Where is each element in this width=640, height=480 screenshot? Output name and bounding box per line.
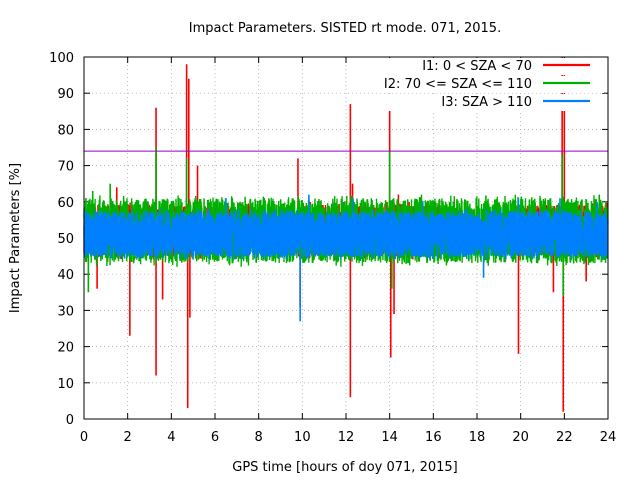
legend-entry-background [378,58,604,75]
axis-ticks: 0 2 4 6 8 10 12 14 16 18 20 22 240102030405060708090… [49,51,616,445]
x-tick-label: 22 [556,430,573,445]
chart-title: Impact Parameters. SISTED rt mode. 071, … [189,21,501,36]
x-tick-label: 2 [124,430,132,445]
series-3-trace [83,209,609,260]
x-tick-label: 0 [80,430,88,445]
y-tick-label: 40 [57,268,74,283]
x-tick-label: 12 [338,430,355,445]
y-tick-label: 70 [57,160,74,175]
x-tick-label: 8 [255,430,263,445]
legend-entry-background [378,76,604,93]
legend: I1: 0 < SZA < 70 I2: 70 <= SZA <= 110 I3: … [378,58,604,111]
x-tick-label: 24 [600,430,617,445]
plot-frame [83,56,609,420]
y-tick-label: 90 [57,87,74,102]
x-axis-label: GPS time [hours of doy 071, 2015] [232,460,457,475]
x-tick-label: 20 [512,430,529,445]
legend-entry-background [378,94,604,111]
y-tick-label: 10 [57,377,74,392]
y-tick-label: 20 [57,341,74,356]
y-tick-label: 50 [57,232,74,247]
legend-label: I1: 0 < SZA < 70 [422,59,532,74]
x-tick-label: 4 [167,430,175,445]
y-tick-label: 80 [57,123,74,138]
series-3 [83,194,609,322]
y-tick-label: 0 [66,413,74,428]
y-axis-label: Impact Parameters [%] [8,163,23,313]
x-tick-label: 14 [381,430,398,445]
y-tick-label: 60 [57,196,74,211]
x-tick-label: 18 [469,430,486,445]
y-tick-label: 30 [57,304,74,319]
x-tick-label: 6 [211,430,219,445]
y-tick-label: 100 [49,51,74,66]
x-tick-label: 10 [294,430,311,445]
legend-label: I2: 70 <= SZA <= 110 [384,77,532,92]
legend-label: I3: SZA > 110 [441,95,532,110]
x-tick-label: 16 [425,430,442,445]
